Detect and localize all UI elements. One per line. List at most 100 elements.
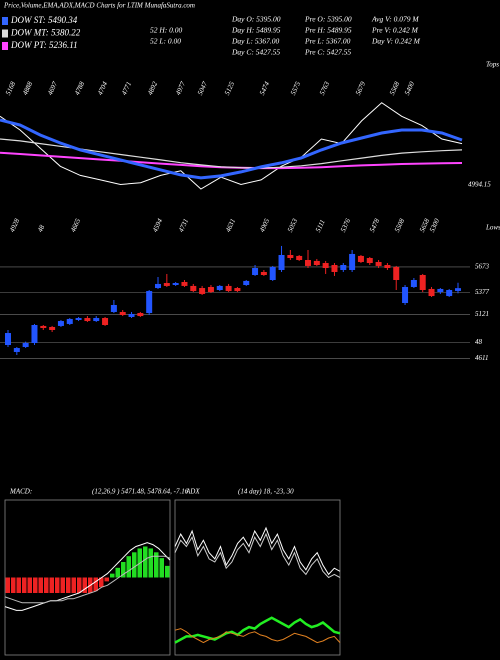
- low-label: 4928: [8, 217, 21, 234]
- candle-body: [146, 291, 153, 314]
- stat-cell: 52 H: 0.00: [150, 26, 183, 35]
- macd-bar: [115, 567, 120, 578]
- low-label: 5111: [314, 218, 327, 233]
- stat-cell: Pre O: 5395.00: [304, 15, 352, 24]
- macd-bar: [55, 577, 60, 593]
- candle-body: [446, 290, 453, 297]
- top-label: 5400: [403, 80, 416, 97]
- candle-body: [252, 268, 259, 275]
- candle-body: [102, 318, 109, 325]
- macd-bar: [82, 577, 87, 593]
- top-label: 5763: [318, 80, 331, 97]
- macd-bar: [126, 556, 131, 578]
- candle-body: [225, 285, 232, 292]
- candle-body: [75, 318, 82, 320]
- candle-body: [119, 311, 126, 315]
- candle-body: [296, 255, 303, 260]
- stat-cell: Day V: 0.242 M: [371, 37, 421, 46]
- macd-bar: [49, 577, 54, 593]
- candle-body: [349, 253, 356, 270]
- stat-cell: Pre V: 0.242 M: [371, 26, 419, 35]
- candle-body: [260, 271, 267, 275]
- stat-cell: Avg V: 0.079 M: [371, 15, 419, 24]
- page-title: Price,Volume,EMA,ADX,MACD Charts for LTI…: [3, 2, 195, 10]
- candle-body: [340, 265, 347, 270]
- candle-body: [313, 260, 320, 265]
- candle-body: [110, 305, 117, 312]
- ema-line: [0, 102, 463, 190]
- candle-body: [22, 343, 29, 347]
- candle-body: [428, 288, 435, 297]
- legend-swatch: [2, 17, 8, 25]
- stat-cell: Day O: 5395.00: [231, 15, 281, 24]
- macd-title: MACD:: [9, 488, 32, 496]
- candle-body: [57, 321, 64, 326]
- lows-title: Lows: [485, 224, 500, 232]
- candle-body: [234, 288, 241, 292]
- candle-body: [384, 265, 391, 269]
- tops-title: Tops: [486, 61, 499, 69]
- stat-cell: Pre L: 5367.00: [304, 37, 351, 46]
- stat-cell: Day L: 5367.00: [231, 37, 280, 46]
- candle-body: [207, 286, 214, 292]
- candle-body: [419, 275, 426, 290]
- top-label: 4771: [120, 80, 133, 96]
- candle-body: [455, 288, 461, 291]
- price-tick-label: 5121: [475, 310, 489, 318]
- macd-bar: [104, 577, 109, 582]
- macd-line: [4, 555, 171, 604]
- top-label: 4892: [146, 80, 159, 97]
- macd-bar: [38, 577, 43, 593]
- low-label: 5300: [428, 217, 441, 234]
- candle-body: [31, 325, 38, 344]
- stat-cell: Pre H: 5489.95: [304, 26, 352, 35]
- macd-bar: [11, 577, 16, 593]
- candle-body: [155, 283, 161, 289]
- candle-body: [93, 318, 100, 322]
- top-label: 5125: [223, 80, 236, 97]
- macd-bar: [66, 577, 71, 593]
- candle-body: [84, 318, 91, 322]
- candle-body: [410, 280, 417, 287]
- candle-body: [269, 266, 276, 280]
- top-label: 4697: [46, 80, 59, 97]
- macd-bar: [93, 577, 98, 592]
- macd-bar: [99, 577, 104, 588]
- candle-body: [163, 283, 170, 286]
- adx-panel: [174, 499, 341, 656]
- legend-swatch: [2, 42, 8, 50]
- macd-bar: [159, 558, 164, 578]
- adx-title: ADX: [185, 488, 200, 496]
- macd-bar: [143, 546, 148, 578]
- candle-body: [181, 281, 188, 286]
- low-label: 5478: [368, 217, 381, 234]
- legend-label: DOW MT: 5380.22: [10, 28, 81, 38]
- candle-body: [199, 288, 206, 294]
- macd-bar: [22, 577, 27, 593]
- macd-line: [4, 542, 171, 611]
- candle-body: [243, 280, 250, 285]
- top-label: 4788: [73, 80, 86, 97]
- adx-subtitle: (14 day) 18, -23, 30: [238, 488, 294, 496]
- candle-body: [128, 313, 135, 317]
- stat-cell: Day H: 5489.95: [231, 26, 281, 35]
- macd-bar: [33, 577, 38, 593]
- candle-body: [137, 313, 144, 317]
- low-label: 5053: [286, 217, 299, 234]
- macd-bar: [77, 577, 82, 593]
- candle-body: [331, 265, 338, 272]
- macd-bar: [27, 577, 32, 593]
- low-label: 5376: [339, 217, 352, 234]
- candle-body: [357, 255, 364, 262]
- candle-body: [322, 263, 329, 269]
- candle-body: [287, 255, 294, 259]
- candle-body: [172, 283, 179, 285]
- top-label: 5047: [196, 80, 209, 97]
- candle-body: [375, 261, 382, 266]
- low-label: 48: [36, 223, 46, 233]
- candle-body: [216, 285, 223, 290]
- low-label: 4665: [69, 217, 82, 234]
- price-tick-label: 5377: [475, 288, 490, 296]
- macd-bar: [154, 552, 159, 578]
